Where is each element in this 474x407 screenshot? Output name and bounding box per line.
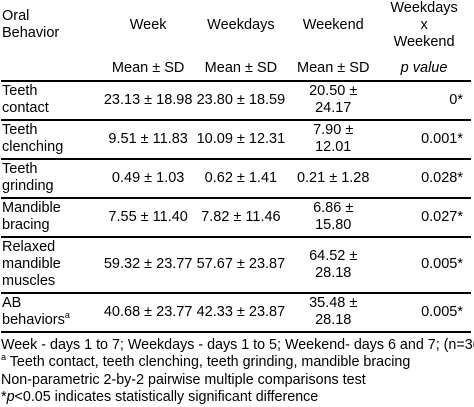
weekend-value-line1: 20.50 ± (309, 83, 358, 100)
oral-behavior-cell: Teeth clenching (1, 119, 104, 160)
week-value-cell: 40.68 ± 23.77 (103, 292, 193, 333)
weekend-value-cell: 20.50 ±24.17 (289, 80, 378, 121)
oral-behavior-line2: grinding (2, 178, 54, 195)
header-label-line1: Oral (2, 8, 30, 25)
p-value-header: p value (377, 50, 471, 82)
weekend-value-line2: 12.01 (315, 139, 352, 156)
header-blank-cell (1, 50, 104, 82)
table-row: Teeth clenching 9.51 ± 11.83 10.09 ± 12.31 7… (1, 119, 471, 160)
weekend-value-line1: 6.86 ± (313, 200, 354, 217)
oral-behavior-table: Oral Behavior Week Weekdays Weekend Week… (1, 0, 471, 333)
oral-behavior-line2-wrap: behaviorsa (2, 310, 104, 329)
table-row: Relaxed mandible muscles 59.32 ± 23.77 57.67… (1, 236, 471, 294)
weekdays-stat-header: Mean ± SD (192, 50, 290, 82)
table-row: Teeth grinding 0.49 ± 1.03 0.62 ± 1.41 0.21 … (1, 158, 471, 199)
weekdays-value-cell: 42.33 ± 23.87 (192, 292, 290, 333)
oral-behavior-line1: Teeth (2, 122, 38, 139)
footnote-p: p (6, 389, 15, 406)
header-label-line2: Behavior (2, 25, 60, 42)
oral-behavior-line1: Teeth (2, 161, 38, 178)
header-row-top: Oral Behavior Week Weekdays Weekend Week… (1, 0, 471, 51)
oral-behavior-line1: AB (2, 295, 22, 312)
week-header: Week (129, 16, 167, 33)
weekdays-value-cell: 0.62 ± 1.41 (192, 158, 290, 199)
footnote-ab-behaviors: a Teeth contact, teeth clenching, teeth … (1, 352, 474, 371)
week-value-cell: 0.49 ± 1.03 (103, 158, 193, 199)
weekdays-value-cell: 23.80 ± 18.59 (192, 80, 290, 121)
oral-behavior-line2: clenching (2, 139, 64, 156)
week-value-cell: 59.32 ± 23.77 (103, 236, 193, 294)
footnote-star: * (1, 389, 7, 406)
weekend-value-line1: 7.90 ± (313, 122, 354, 139)
footnote-superscript: a (1, 352, 7, 363)
p-value-cell: 0.028* (377, 158, 471, 199)
table-row: Mandible bracing 7.55 ± 11.40 7.82 ± 11.46 6… (1, 197, 471, 238)
weekend-value-line2: 24.17 (315, 100, 352, 117)
weekend-value-line2: 28.18 (315, 312, 352, 329)
weekdays-value-cell: 7.82 ± 11.46 (192, 197, 290, 238)
weekend-value-cell: 7.90 ±12.01 (289, 119, 378, 160)
oral-behavior-line1: Relaxed (2, 239, 56, 256)
weekend-value-line1: 64.52 ± (309, 247, 358, 264)
oral-behavior-line2: behaviors (2, 312, 65, 329)
weekdays-value-cell: 57.67 ± 23.87 (192, 236, 290, 294)
weekend-value-cell: 64.52 ±28.18 (289, 236, 378, 294)
weekend-value-cell: 35.48 ±28.18 (289, 292, 378, 333)
table-body: Teeth contact 23.13 ± 18.98 23.80 ± 18.59 20… (1, 80, 471, 333)
oral-behavior-line1: Mandible (2, 200, 61, 217)
weekend-value-line2: 15.80 (315, 217, 352, 234)
oral-behavior-line2: bracing (2, 217, 50, 234)
week-value-cell: 7.55 ± 11.40 (103, 197, 193, 238)
week-stat-header: Mean ± SD (103, 50, 193, 82)
footnote-significance: *p<0.05 indicates statistically signific… (1, 389, 474, 406)
weekend-value-cell: 6.86 ±15.80 (289, 197, 378, 238)
weekend-stat-header: Mean ± SD (289, 50, 378, 82)
footnote-test: Non-parametric 2-by-2 pairwise multiple … (1, 371, 366, 388)
weekend-value-line1: 35.48 ± (309, 295, 358, 312)
oral-behavior-header: Oral Behavior (1, 0, 104, 51)
weekend-value-line1: 0.21 ± 1.28 (296, 169, 370, 186)
table-row: Teeth contact 23.13 ± 18.98 23.80 ± 18.59 20… (1, 80, 471, 121)
table-row: AB behaviorsa 40.68 ± 23.77 42.33 ± 23.87 35… (1, 292, 471, 333)
comparison-header-line2: x (420, 16, 428, 33)
p-value-cell: 0.001* (377, 119, 471, 160)
oral-behavior-cell: Teeth contact (1, 80, 104, 121)
p-value-cell: 0.005* (377, 292, 471, 333)
behavior-superscript: a (64, 310, 70, 321)
footnote-abbreviations: Week - days 1 to 7; Weekdays - days 1 to… (1, 336, 474, 353)
oral-behavior-line2: mandible (2, 256, 61, 273)
header-row-bottom: Mean ± SD Mean ± SD Mean ± SD p value (1, 50, 471, 82)
table-footnotes: Week - days 1 to 7; Weekdays - days 1 to… (1, 337, 474, 407)
comparison-header: Weekdays x Weekend (377, 0, 471, 51)
week-value-cell: 9.51 ± 11.83 (103, 119, 193, 160)
weekend-value-cell: 0.21 ± 1.28 (289, 158, 378, 199)
comparison-header-line1: Weekdays (390, 0, 458, 16)
oral-behavior-cell: Relaxed mandible muscles (1, 236, 104, 294)
weekdays-header: Weekdays (207, 16, 275, 33)
oral-behavior-cell: Teeth grinding (1, 158, 104, 199)
footnote-significance-text: <0.05 indicates statistically significan… (14, 389, 319, 406)
weekend-header: Weekend (302, 16, 364, 33)
weekdays-value-cell: 10.09 ± 12.31 (192, 119, 290, 160)
oral-behavior-line3: muscles (2, 273, 56, 290)
p-value-cell: 0* (377, 80, 471, 121)
footnote-ab-text: Teeth contact, teeth clenching, teeth gr… (6, 354, 411, 371)
oral-behavior-line1: Teeth (2, 83, 38, 100)
oral-behavior-cell: Mandible bracing (1, 197, 104, 238)
p-value-cell: 0.027* (377, 197, 471, 238)
oral-behavior-line2: contact (2, 100, 49, 117)
weekend-value-line2: 28.18 (315, 264, 352, 281)
oral-behavior-cell: AB behaviorsa (1, 292, 104, 333)
week-value-cell: 23.13 ± 18.98 (103, 80, 193, 121)
p-value-cell: 0.005* (377, 236, 471, 294)
comparison-header-line3: Weekend (393, 33, 455, 50)
